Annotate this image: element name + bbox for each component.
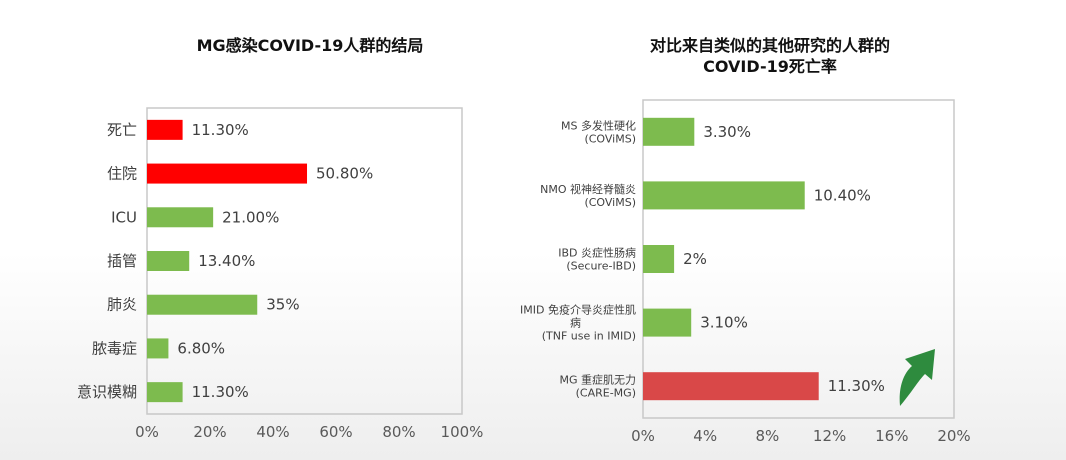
right-category-label: IBD 炎症性肠病(Secure-IBD) <box>558 246 636 273</box>
left-category-label: ICU <box>111 208 137 226</box>
left-value-label: 21.00% <box>222 208 279 226</box>
right-value-label: 3.10% <box>700 314 748 332</box>
right-x-tick-label: 12% <box>813 427 846 445</box>
right-chart-title-line-2: COVID-19死亡率 <box>703 57 837 76</box>
right-bar <box>643 181 805 210</box>
left-category-label: 住院 <box>107 165 137 183</box>
left-value-label: 11.30% <box>192 383 249 401</box>
right-bar <box>643 372 819 401</box>
left-bar <box>147 294 258 315</box>
right-chart-title-line-1: 对比来自类似的其他研究的人群的 <box>649 36 890 55</box>
right-x-tick-label: 8% <box>756 427 780 445</box>
left-plot-frame <box>146 107 463 415</box>
left-x-tick-label: 40% <box>256 423 289 441</box>
left-x-tick-label: 100% <box>441 423 484 441</box>
left-chart-title: MG感染COVID-19人群的结局 <box>196 36 424 55</box>
left-x-tick-label: 20% <box>193 423 226 441</box>
left-bar <box>147 382 183 403</box>
right-category-label: MG 重症肌无力(CARE-MG) <box>559 373 636 400</box>
left-x-tick-label: 60% <box>319 423 352 441</box>
left-value-label: 35% <box>266 296 299 314</box>
right-value-label: 10.40% <box>814 186 871 204</box>
right-chart-title: 对比来自类似的其他研究的人群的 COVID-19死亡率 <box>560 35 980 77</box>
right-bar <box>643 308 692 337</box>
right-x-tick-label: 20% <box>937 427 970 445</box>
right-category-label: MS 多发性硬化(COViMS) <box>561 118 636 145</box>
left-bar <box>147 163 308 184</box>
left-bar <box>147 119 183 140</box>
right-value-label: 3.30% <box>703 123 751 141</box>
right-bar <box>643 117 695 146</box>
left-value-label: 6.80% <box>177 339 225 357</box>
left-category-label: 肺炎 <box>107 296 137 314</box>
right-x-tick-label: 0% <box>631 427 655 445</box>
right-bar <box>643 245 675 273</box>
left-x-tick-label: 80% <box>382 423 415 441</box>
left-value-label: 13.40% <box>198 252 255 270</box>
left-category-label: 意识模糊 <box>77 383 137 401</box>
left-x-tick-label: 0% <box>135 423 159 441</box>
up-arrow-icon <box>899 349 935 406</box>
left-category-label: 死亡 <box>107 121 137 139</box>
left-bar <box>147 251 190 271</box>
left-bar <box>147 207 214 228</box>
right-x-tick-label: 4% <box>693 427 717 445</box>
right-category-label: NMO 视神经脊髓炎(COViMS) <box>540 182 636 209</box>
left-value-label: 50.80% <box>316 165 373 183</box>
right-value-label: 11.30% <box>828 377 885 395</box>
right-x-tick-label: 16% <box>875 427 908 445</box>
right-value-label: 2% <box>683 250 707 268</box>
left-value-label: 11.30% <box>192 121 249 139</box>
left-category-label: 插管 <box>107 252 137 270</box>
right-category-label: IMID 免疫介导炎症性肌病(TNF use in IMID) <box>520 303 636 343</box>
left-category-label: 脓毒症 <box>92 339 137 357</box>
left-bar <box>147 338 169 359</box>
